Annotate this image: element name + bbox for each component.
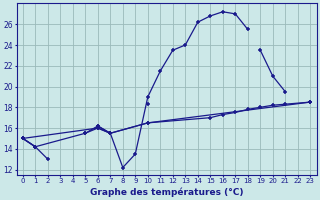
X-axis label: Graphe des températures (°C): Graphe des températures (°C) — [90, 187, 243, 197]
